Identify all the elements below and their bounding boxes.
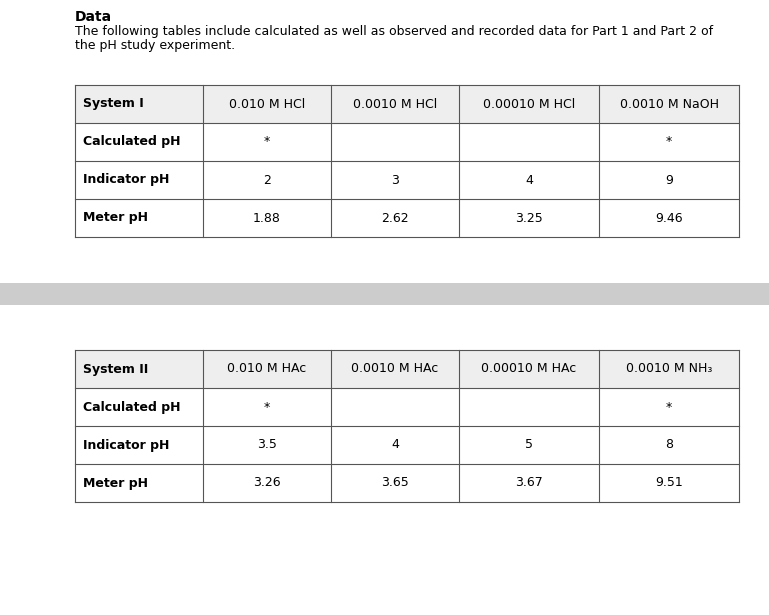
Text: 0.0010 M NH₃: 0.0010 M NH₃ (626, 362, 712, 376)
Text: 3.5: 3.5 (257, 438, 277, 451)
Text: 2.62: 2.62 (381, 212, 409, 224)
Bar (75, 426, 739, 464)
Text: 8: 8 (665, 438, 673, 451)
Text: System I: System I (83, 98, 144, 111)
Text: *: * (666, 135, 672, 148)
Text: Indicator pH: Indicator pH (83, 173, 169, 186)
Text: 1.88: 1.88 (253, 212, 281, 224)
Text: *: * (264, 135, 270, 148)
Text: Calculated pH: Calculated pH (83, 400, 181, 413)
Text: The following tables include calculated as well as observed and recorded data fo: The following tables include calculated … (75, 25, 713, 38)
Bar (75, 464, 739, 502)
Text: 0.00010 M HAc: 0.00010 M HAc (481, 362, 577, 376)
Text: 0.0010 M HCl: 0.0010 M HCl (353, 98, 437, 111)
Text: Meter pH: Meter pH (83, 212, 148, 224)
Text: 0.00010 M HCl: 0.00010 M HCl (483, 98, 575, 111)
Bar (75, 161, 739, 199)
Text: 0.0010 M NaOH: 0.0010 M NaOH (620, 98, 718, 111)
Text: 4: 4 (525, 173, 533, 186)
Text: Data: Data (75, 10, 112, 24)
Text: the pH study experiment.: the pH study experiment. (75, 39, 235, 52)
Text: System II: System II (83, 362, 148, 376)
Bar (75, 350, 739, 388)
Text: 0.0010 M HAc: 0.0010 M HAc (351, 362, 438, 376)
Text: Meter pH: Meter pH (83, 477, 148, 490)
Text: 3: 3 (391, 173, 399, 186)
Text: 3.26: 3.26 (253, 477, 281, 490)
Text: 2: 2 (263, 173, 271, 186)
Text: *: * (666, 400, 672, 413)
Text: 0.010 M HCl: 0.010 M HCl (229, 98, 305, 111)
Text: 3.67: 3.67 (515, 477, 543, 490)
Text: 9: 9 (665, 173, 673, 186)
Text: 9.51: 9.51 (655, 477, 683, 490)
Text: Indicator pH: Indicator pH (83, 438, 169, 451)
Text: Calculated pH: Calculated pH (83, 135, 181, 148)
Text: 3.25: 3.25 (515, 212, 543, 224)
Text: 3.65: 3.65 (381, 477, 409, 490)
Bar (75, 388, 739, 426)
Bar (0, 283, 769, 305)
Text: *: * (264, 400, 270, 413)
Text: 9.46: 9.46 (655, 212, 683, 224)
Text: 4: 4 (391, 438, 399, 451)
Bar (75, 123, 739, 161)
Bar (75, 199, 739, 237)
Bar (75, 85, 739, 123)
Text: 5: 5 (525, 438, 533, 451)
Text: 0.010 M HAc: 0.010 M HAc (228, 362, 307, 376)
